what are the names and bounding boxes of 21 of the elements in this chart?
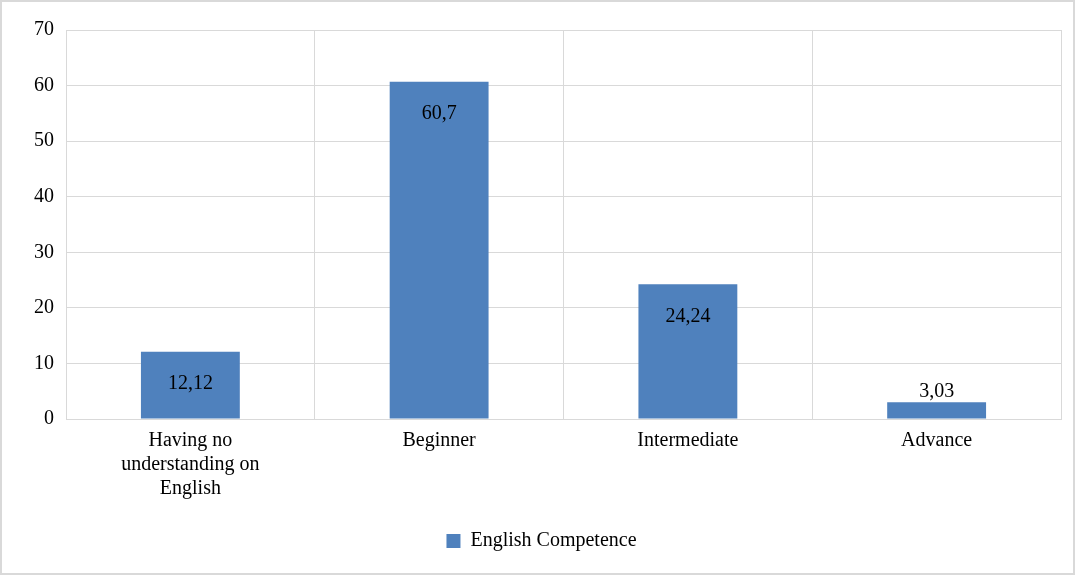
- y-tick-label: 40: [34, 183, 54, 206]
- data-label: 12,12: [167, 370, 213, 393]
- data-label: 60,7: [421, 100, 457, 123]
- y-tick-label: 10: [34, 350, 54, 373]
- data-label: 3,03: [919, 379, 955, 402]
- x-tick-label: Beginner: [402, 428, 477, 452]
- data-label: 24,24: [665, 303, 711, 326]
- y-tick-label: 70: [34, 17, 54, 40]
- x-tick-label: Advance: [901, 428, 973, 451]
- y-tick-label: 20: [34, 295, 54, 318]
- x-tick-label: Intermediate: [637, 428, 739, 451]
- legend-label: English Competence: [470, 528, 637, 552]
- y-tick-label: 60: [34, 72, 54, 95]
- x-tick-label: Having no understanding on English: [121, 428, 260, 500]
- bar: [140, 351, 240, 419]
- bar: [638, 284, 738, 419]
- bar: [389, 81, 489, 419]
- y-tick-label: 0: [44, 406, 54, 429]
- y-tick-label: 30: [34, 239, 54, 262]
- bar: [887, 402, 987, 419]
- y-tick-label: 50: [34, 128, 54, 151]
